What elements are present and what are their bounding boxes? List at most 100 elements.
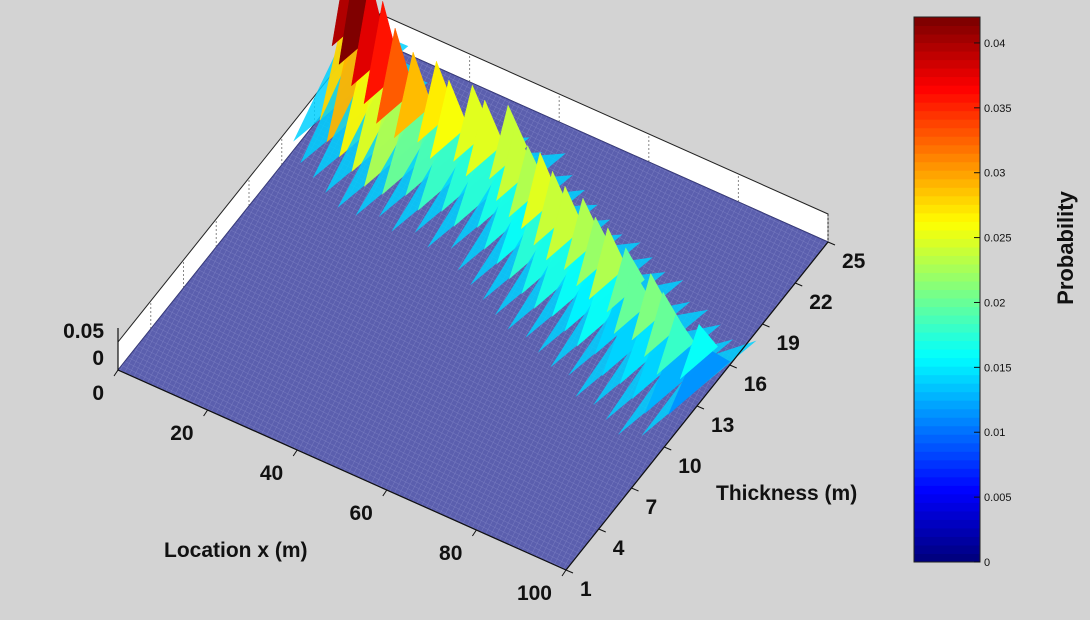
colorbar-band — [914, 204, 980, 214]
colorbar-band — [914, 510, 980, 520]
colorbar-band — [914, 187, 980, 197]
colorbar-band — [914, 442, 980, 452]
y-tick — [696, 405, 705, 410]
colorbar-band — [914, 306, 980, 316]
colorbar-band — [914, 102, 980, 112]
colorbar-band — [914, 408, 980, 418]
y-tick-label: 16 — [744, 373, 767, 396]
colorbar-band — [914, 357, 980, 367]
x-axis-line — [117, 369, 567, 571]
colorbar-band — [914, 246, 980, 256]
probability-peaks — [293, 0, 757, 437]
colorbar-band — [914, 272, 980, 282]
y-tick — [762, 323, 770, 328]
colorbar-band — [914, 170, 980, 180]
colorbar-band — [914, 221, 980, 231]
colorbar-band — [914, 280, 980, 290]
colorbar-band — [914, 161, 980, 171]
colorbar-band — [914, 323, 980, 333]
peak-core — [563, 197, 602, 271]
colorbar-band — [914, 238, 980, 248]
colorbar-label: Probability — [1053, 190, 1078, 304]
y-tick — [827, 241, 836, 246]
x-tick-label: 0 — [92, 382, 104, 405]
colorbar-bands — [913, 16, 981, 563]
colorbar-band — [914, 17, 980, 27]
peak-core — [588, 227, 627, 300]
colorbar-band — [914, 400, 980, 410]
colorbar-band — [914, 136, 980, 146]
colorbar-band — [914, 425, 980, 435]
peak-halo — [641, 340, 757, 437]
colorbar-band — [914, 332, 980, 342]
x-tick-label: 100 — [517, 582, 552, 605]
peak-core — [631, 272, 670, 341]
y-tick-label: 25 — [842, 250, 866, 273]
colorbar-band — [914, 119, 980, 129]
peak-core — [613, 268, 652, 335]
colorbar-tick-label: 0.01 — [984, 427, 1005, 439]
colorbar-band — [914, 459, 980, 469]
peak-core — [656, 314, 695, 376]
x-tick — [382, 489, 388, 497]
y-tick-label: 1 — [580, 578, 592, 601]
z-tick-label: 0 — [92, 347, 104, 370]
peak-core — [545, 185, 585, 261]
y-tick — [664, 446, 672, 451]
y-tick-label: 19 — [777, 332, 800, 355]
plot-axes: 0 20 40 60 80 100 147 10 13 16 19 22 25 0 0.05 — [63, 241, 866, 605]
y-tick-label: 10 — [678, 455, 701, 478]
x-tick — [203, 409, 209, 417]
colorbar-band — [914, 229, 980, 239]
colorbar-frame — [913, 16, 981, 563]
x-tick-label: 60 — [349, 502, 372, 525]
colorbar-band — [914, 212, 980, 222]
colorbar-tick-label: 0.035 — [984, 103, 1012, 115]
colorbar-band — [914, 42, 980, 52]
colorbar-band — [914, 468, 980, 478]
peak-core — [533, 170, 572, 246]
colorbar-band — [914, 68, 980, 78]
colorbar-band — [914, 144, 980, 154]
peak-core — [429, 79, 468, 160]
colorbar-band — [914, 178, 980, 188]
colorbar-band — [914, 383, 980, 393]
colorbar-band — [914, 315, 980, 325]
peak-core — [576, 216, 615, 287]
colorbar-band — [914, 485, 980, 495]
colorbar-band — [914, 476, 980, 486]
colorbar-band — [914, 544, 980, 554]
peak-core — [679, 323, 719, 380]
colorbar-band — [914, 519, 980, 529]
colorbar-tick-label: 0 — [984, 557, 990, 569]
x-tick — [561, 569, 567, 577]
colorbar-band — [914, 85, 980, 95]
x-tick-label: 80 — [439, 542, 462, 565]
colorbar-band — [914, 298, 980, 308]
peak-core — [643, 291, 683, 358]
colorbar-band — [914, 110, 980, 120]
x-tick — [292, 449, 298, 457]
x-tick-label: 40 — [260, 462, 283, 485]
colorbar-band — [914, 255, 980, 265]
peak-mid — [667, 343, 731, 416]
colorbar-band — [914, 93, 980, 103]
y-tick — [795, 282, 803, 287]
peak-core — [376, 27, 415, 124]
peak-core — [465, 99, 504, 177]
colorbar-band — [914, 59, 980, 69]
x-tick-label: 20 — [170, 422, 193, 445]
y-tick — [729, 364, 737, 369]
peak-core — [520, 151, 560, 230]
colorbar-band — [914, 76, 980, 86]
colorbar-band — [914, 263, 980, 273]
colorbar-tick-label: 0.025 — [984, 233, 1012, 245]
colorbar-band — [914, 451, 980, 461]
colorbar-band — [914, 340, 980, 350]
peak-mid — [381, 86, 445, 195]
peak-core — [393, 51, 433, 139]
y-tick-label: 22 — [809, 291, 832, 314]
colorbar-band — [914, 374, 980, 384]
colorbar-band — [914, 127, 980, 137]
colorbar-band — [914, 417, 980, 427]
